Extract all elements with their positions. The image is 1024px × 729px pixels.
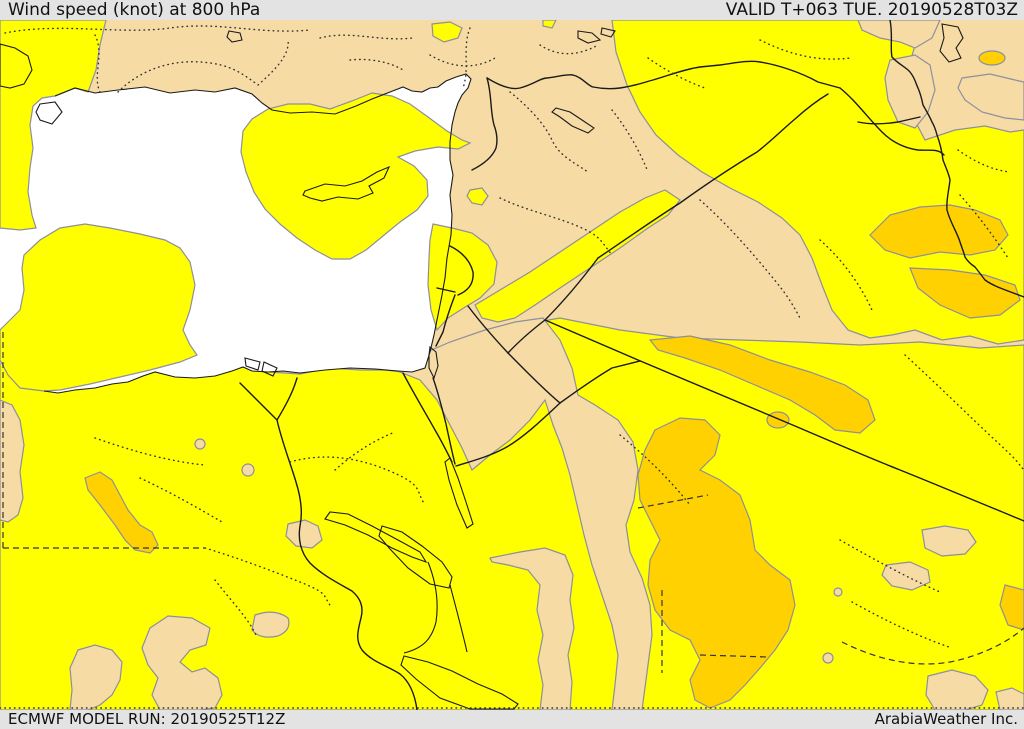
red-sea-south — [400, 655, 519, 710]
model-run-label: ECMWF MODEL RUN: 20190525T12Z — [8, 710, 286, 728]
gulf-of-aqaba — [444, 457, 474, 529]
valid-time-label: VALID T+063 TUE. 20190528T03Z — [725, 0, 1018, 20]
lake-tuz — [226, 30, 243, 43]
low-wind-overlays — [0, 20, 1024, 710]
dotted-boundaries — [0, 25, 1024, 709]
caspian-sea-tip — [939, 23, 964, 63]
lake-van — [577, 30, 602, 44]
lake-assad — [551, 107, 595, 134]
map-footer-bar: ECMWF MODEL RUN: 20190525T12Z ArabiaWeat… — [0, 710, 1024, 729]
gulf-of-suez — [324, 511, 428, 564]
map-title: Wind speed (knot) at 800 hPa — [8, 0, 261, 20]
credit-label: ArabiaWeather Inc. — [874, 710, 1018, 728]
country-borders — [239, 20, 1024, 710]
nile-river — [239, 377, 418, 710]
moderate-wind-over-sea — [0, 20, 498, 392]
wind-speed-map — [0, 20, 1024, 710]
cyprus-island — [302, 165, 391, 202]
rhodes-island — [35, 101, 63, 125]
map-header-bar: Wind speed (knot) at 800 hPa VALID T+063… — [0, 0, 1024, 20]
strong-wind-regions — [84, 50, 1024, 709]
coastlines — [43, 73, 472, 654]
red-sea-north — [378, 525, 453, 589]
